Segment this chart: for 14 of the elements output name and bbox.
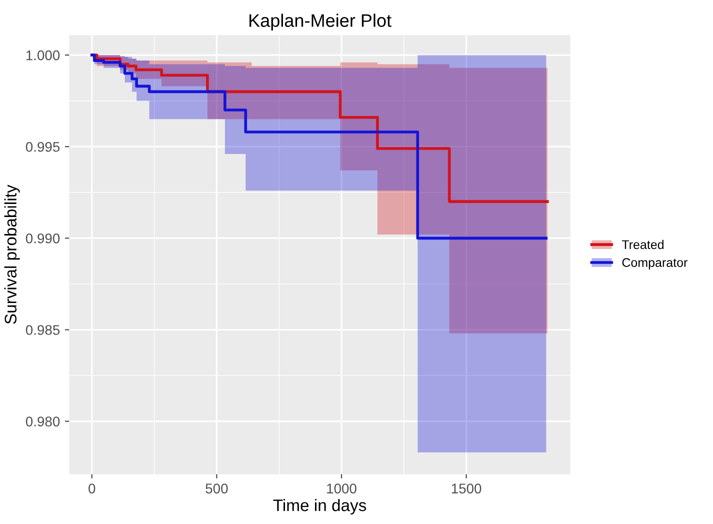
legend-label: Comparator [622,258,688,270]
y-tick-label: 0.980 [26,416,60,426]
y-axis-title: Survival probability [4,184,20,324]
y-tick-label: 0.995 [26,142,60,152]
y-tick-label: 0.990 [26,234,60,244]
y-tick-label: 1.000 [26,50,60,60]
x-tick-label: 1000 [327,484,356,494]
chart-title: Kaplan-Meier Plot [250,14,392,31]
y-tick-label: 0.985 [26,325,60,335]
x-tick-label: 500 [206,484,228,494]
x-axis-title: Time in days [273,498,366,515]
x-tick-label: 1500 [452,484,482,494]
x-tick-label: 0 [88,484,96,494]
legend-label: Treated [622,240,664,250]
